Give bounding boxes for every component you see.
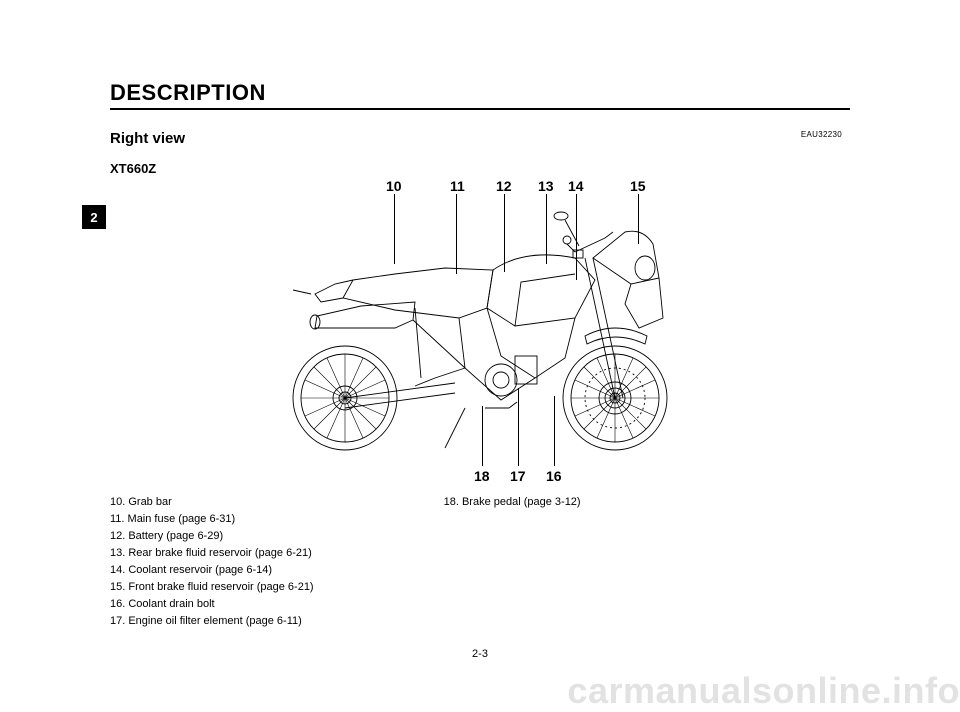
legend-item: 13. Rear brake fluid reservoir (page 6-2…: [110, 545, 314, 562]
legend-item: 17. Engine oil filter element (page 6-11…: [110, 613, 314, 630]
legend-item: 14. Coolant reservoir (page 6-14): [110, 562, 314, 579]
legend-item: 12. Battery (page 6-29): [110, 528, 314, 545]
legend-columns: 10. Grab bar 11. Main fuse (page 6-31) 1…: [110, 494, 850, 630]
document-code: EAU32230: [801, 130, 842, 139]
motorcycle-diagram: [265, 208, 705, 458]
page-number: 2-3: [0, 648, 960, 660]
section-title: DESCRIPTION: [110, 80, 850, 106]
manual-page: DESCRIPTION EAU32230 Right view XT660Z 2…: [0, 0, 960, 712]
callout-10: 10: [386, 178, 402, 194]
view-subtitle: Right view: [110, 130, 850, 147]
legend-item: 16. Coolant drain bolt: [110, 596, 314, 613]
model-code: XT660Z: [110, 161, 850, 176]
legend-right: 18. Brake pedal (page 3-12): [444, 494, 581, 630]
callout-15: 15: [630, 178, 646, 194]
chapter-tab: 2: [82, 205, 106, 229]
callout-18: 18: [474, 468, 490, 484]
callout-17: 17: [510, 468, 526, 484]
title-rule: [110, 108, 850, 110]
callout-14: 14: [568, 178, 584, 194]
callout-13: 13: [538, 178, 554, 194]
legend-left: 10. Grab bar 11. Main fuse (page 6-31) 1…: [110, 494, 314, 630]
callout-11: 11: [450, 178, 465, 194]
figure-area: 10 11 12 13 14 15 18 17 16: [200, 178, 760, 488]
callout-16: 16: [546, 468, 562, 484]
callout-12: 12: [496, 178, 512, 194]
legend-item: 15. Front brake fluid reservoir (page 6-…: [110, 579, 314, 596]
legend-item: 11. Main fuse (page 6-31): [110, 511, 314, 528]
legend-item: 10. Grab bar: [110, 494, 314, 511]
legend-item: 18. Brake pedal (page 3-12): [444, 494, 581, 511]
